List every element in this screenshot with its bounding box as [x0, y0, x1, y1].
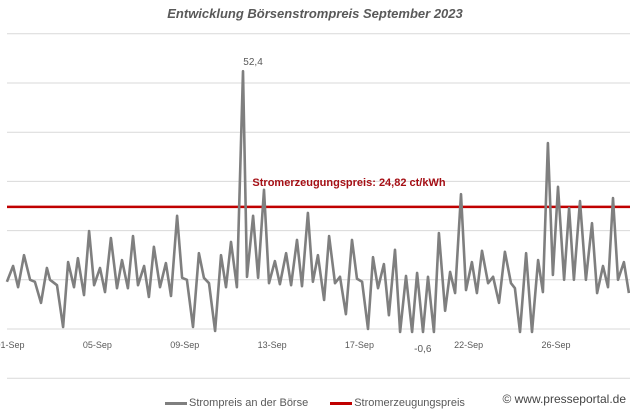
- legend: Strompreis an der Börse Stromerzeugungsp…: [165, 397, 465, 409]
- watermark: © www.presseportal.de: [502, 392, 626, 406]
- x-tick-label: 09-Sep: [170, 340, 199, 350]
- data-label-min: -0,6: [414, 344, 432, 355]
- legend-item-generation-price: Stromerzeugungspreis: [330, 397, 465, 409]
- legend-label: Strompreis an der Börse: [189, 397, 309, 409]
- legend-swatch-red: [330, 401, 353, 405]
- x-tick-label: 26-Sep: [541, 340, 570, 350]
- data-label-max: 52,4: [243, 57, 263, 68]
- series-line-market-price: [5, 69, 630, 334]
- reference-line-label: Stromerzeugungspreis: 24,82 ct/kWh: [252, 177, 445, 189]
- x-tick-label: 22-Sep: [454, 340, 483, 350]
- x-tick-label: 17-Sep: [345, 340, 374, 350]
- legend-swatch-gray: [165, 401, 187, 405]
- chart-title: Entwicklung Börsenstrompreis September 2…: [167, 6, 463, 21]
- x-tick-label: 01-Sep: [0, 340, 25, 350]
- legend-item-market-price: Strompreis an der Börse: [165, 397, 308, 409]
- x-tick-label: 13-Sep: [258, 340, 287, 350]
- legend-label: Stromerzeugungspreis: [354, 397, 465, 409]
- x-tick-label: 05-Sep: [83, 340, 112, 350]
